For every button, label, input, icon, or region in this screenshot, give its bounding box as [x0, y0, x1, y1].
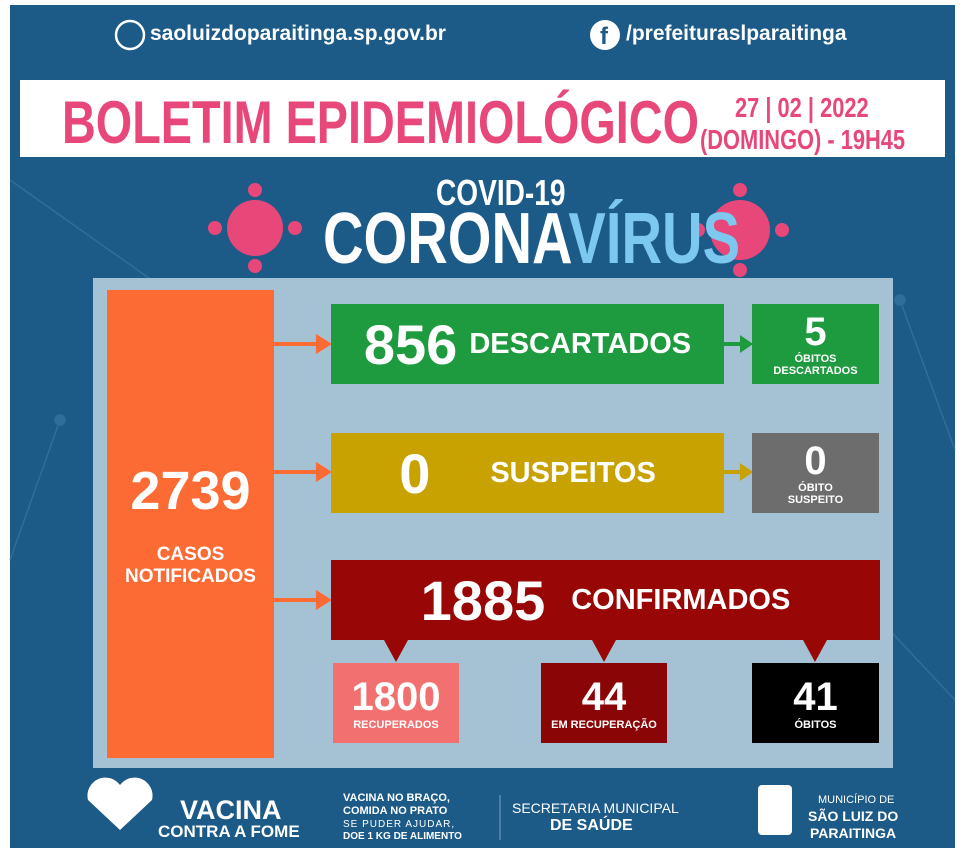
value: 0 — [804, 440, 826, 482]
suspected-label: SUSPEITOS — [490, 457, 655, 490]
municipality: SÃO LUIZ DO — [808, 808, 898, 824]
svg-text:f: f — [600, 23, 609, 50]
date: 27 | 02 | 2022 — [735, 92, 869, 124]
value: 1800 — [352, 675, 441, 719]
label: ÓBITO — [798, 482, 833, 494]
municipality: PARAITINGA — [810, 825, 896, 841]
municipality: MUNICÍPIO DE — [818, 794, 894, 806]
label: EM RECUPERAÇÃO — [551, 719, 657, 731]
facebook: /prefeituraslparaitinga — [626, 22, 847, 46]
suspected-value: 0 — [399, 441, 430, 506]
time: (DOMINGO) - 19H45 — [700, 124, 905, 156]
label: ÓBITOS — [795, 719, 837, 731]
secretariat: DE SAÚDE — [550, 817, 633, 835]
slogan: DOE 1 KG DE ALIMENTO — [343, 831, 462, 842]
notified-label: NOTIFICADOS — [125, 566, 256, 588]
value: 5 — [804, 311, 826, 353]
title: BOLETIM EPIDEMIOLÓGICO — [62, 88, 699, 157]
label: RECUPERADOS — [353, 719, 439, 731]
notified-label: CASOS — [157, 544, 225, 566]
label: ÓBITOS — [795, 353, 837, 365]
discarded-label: DESCARTADOS — [469, 328, 691, 361]
website: saoluizdoparaitinga.sp.gov.br — [150, 22, 446, 46]
slogan: COMIDA NO PRATO — [343, 805, 447, 817]
slogan: SE PUDER AJUDAR, — [343, 819, 455, 830]
confirmed-value: 1885 — [421, 568, 546, 633]
discarded-box: 856 DESCARTADOS — [331, 304, 724, 384]
confirmed-label: CONFIRMADOS — [571, 584, 790, 617]
confirmed-box: 1885 CONFIRMADOS — [331, 560, 880, 640]
value: 41 — [793, 675, 838, 719]
recovered-box: 1800 RECUPERADOS — [333, 663, 459, 743]
discarded-value: 856 — [364, 312, 457, 377]
recovering-box: 44 EM RECUPERAÇÃO — [541, 663, 667, 743]
discarded-deaths-box: 5 ÓBITOS DESCARTADOS — [752, 304, 879, 384]
label: SUSPEITO — [788, 494, 843, 506]
campaign: CONTRA A FOME — [158, 822, 300, 842]
notified-value: 2739 — [130, 460, 250, 522]
value: 44 — [582, 675, 627, 719]
notified-box: 2739 CASOS NOTIFICADOS — [107, 290, 274, 758]
virus: VÍRUS — [568, 199, 740, 279]
bulletin: f saoluizdoparaitinga.sp.gov.br /prefeit… — [0, 0, 966, 855]
secretariat: SECRETARIA MUNICIPAL — [512, 800, 679, 816]
suspected-deaths-box: 0 ÓBITO SUSPEITO — [752, 433, 879, 513]
slogan: VACINA NO BRAÇO, — [343, 792, 450, 804]
deaths-box: 41 ÓBITOS — [752, 663, 879, 743]
corona: CORONA — [323, 199, 568, 279]
suspected-box: 0 SUSPEITOS — [331, 433, 724, 513]
label: DESCARTADOS — [773, 365, 857, 377]
